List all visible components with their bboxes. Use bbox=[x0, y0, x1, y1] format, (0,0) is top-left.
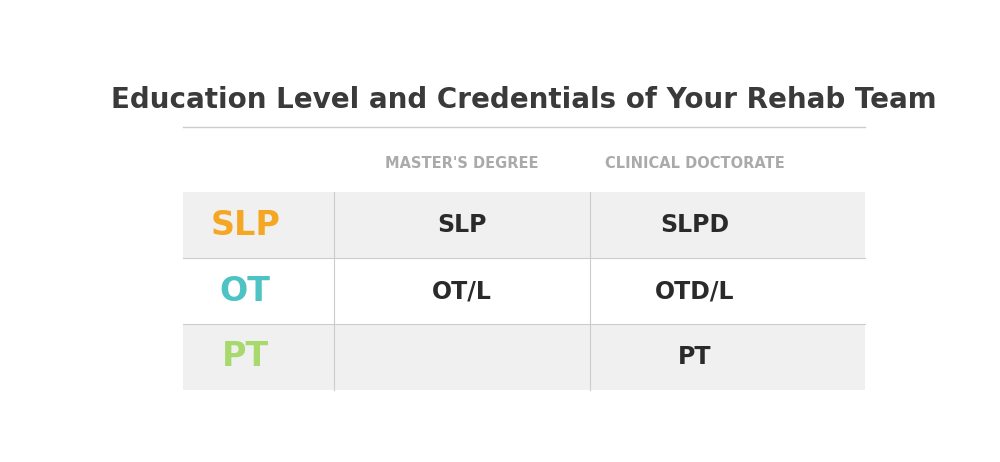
Text: OTD/L: OTD/L bbox=[655, 279, 734, 303]
Text: OT/L: OT/L bbox=[432, 279, 492, 303]
FancyBboxPatch shape bbox=[183, 258, 865, 324]
FancyBboxPatch shape bbox=[183, 192, 865, 258]
Text: SLPD: SLPD bbox=[660, 213, 729, 237]
Text: SLP: SLP bbox=[437, 213, 487, 237]
Text: SLP: SLP bbox=[210, 209, 280, 242]
Text: MASTER'S DEGREE: MASTER'S DEGREE bbox=[385, 157, 539, 171]
FancyBboxPatch shape bbox=[183, 324, 865, 390]
Text: Education Level and Credentials of Your Rehab Team: Education Level and Credentials of Your … bbox=[111, 85, 937, 114]
Text: CLINICAL DOCTORATE: CLINICAL DOCTORATE bbox=[605, 157, 784, 171]
Text: PT: PT bbox=[678, 345, 711, 369]
Text: PT: PT bbox=[222, 340, 269, 373]
Text: OT: OT bbox=[220, 274, 271, 308]
